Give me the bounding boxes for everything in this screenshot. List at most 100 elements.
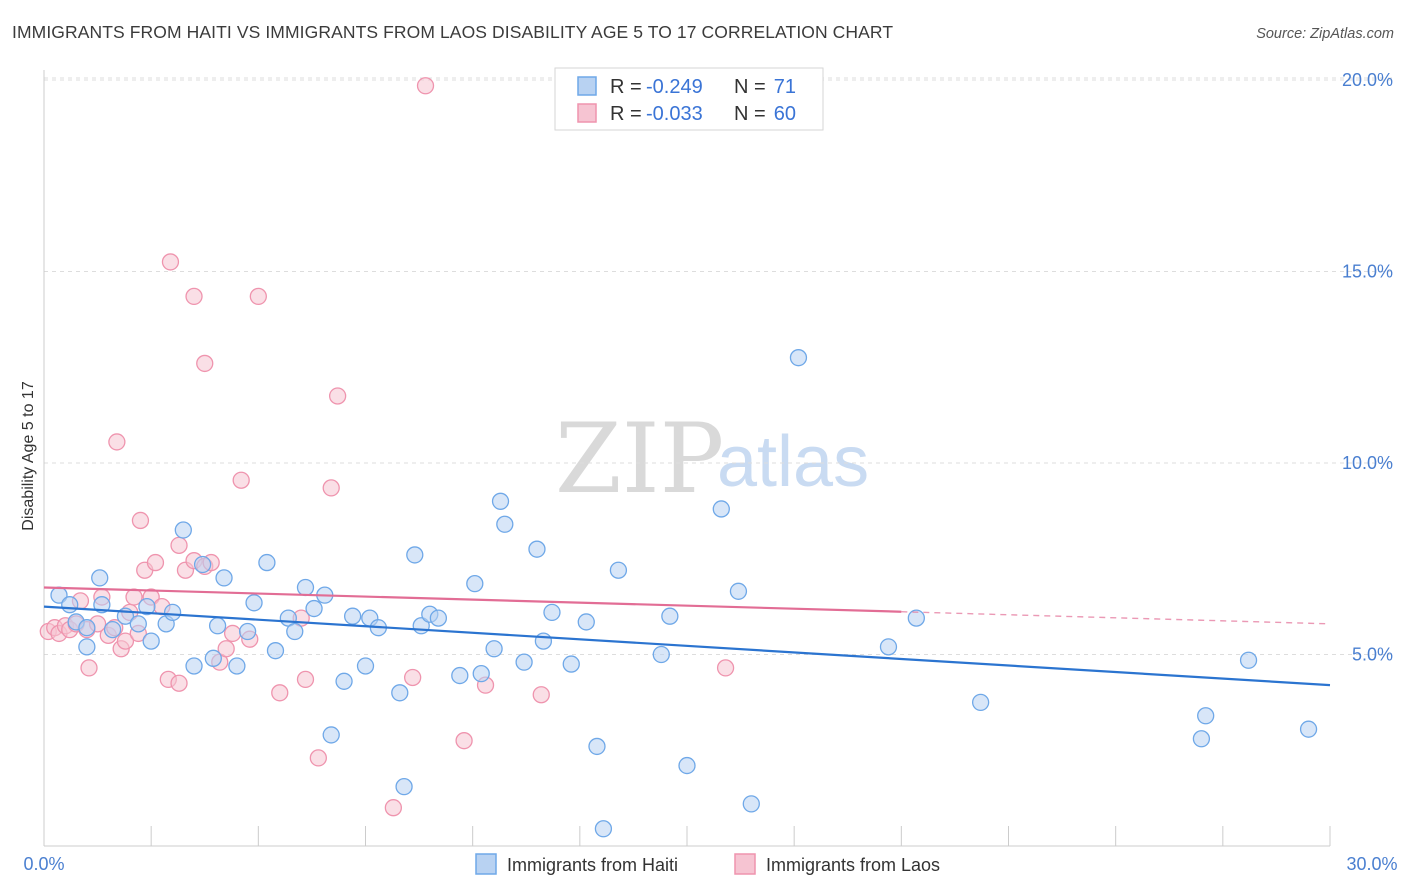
point-haiti-60: [713, 501, 729, 517]
point-haiti-37: [396, 779, 412, 795]
point-haiti-28: [306, 601, 322, 617]
point-haiti-30: [323, 727, 339, 743]
point-haiti-43: [467, 576, 483, 592]
point-haiti-9: [130, 616, 146, 632]
point-haiti-32: [345, 608, 361, 624]
point-laos-46: [385, 800, 401, 816]
point-haiti-64: [880, 639, 896, 655]
legend-swatch-haiti: [578, 77, 596, 95]
point-haiti-33: [358, 658, 374, 674]
point-haiti-50: [535, 633, 551, 649]
stats-legend: R = -0.249 N = 71 R = -0.033 N = 60: [555, 68, 823, 130]
point-laos-27: [171, 537, 187, 553]
y-axis-label: Disability Age 5 to 17: [20, 381, 37, 531]
point-haiti-59: [679, 758, 695, 774]
point-laos-26: [171, 675, 187, 691]
point-haiti-54: [589, 738, 605, 754]
point-laos-44: [323, 480, 339, 496]
legend-r-label-haiti: R =: [610, 76, 642, 98]
point-haiti-19: [216, 570, 232, 586]
bottom-legend-label-laos: Immigrants from Laos: [766, 855, 940, 875]
x-tick-label-min: 0.0%: [23, 854, 64, 874]
legend-n-value-laos: 60: [774, 103, 796, 125]
point-haiti-63: [790, 350, 806, 366]
point-haiti-5: [92, 570, 108, 586]
point-haiti-26: [287, 624, 303, 640]
point-haiti-27: [297, 579, 313, 595]
legend-swatch-laos: [578, 104, 596, 122]
point-laos-8: [81, 660, 97, 676]
bottom-legend-swatch-laos: [735, 854, 755, 874]
point-haiti-56: [610, 562, 626, 578]
point-haiti-55: [595, 821, 611, 837]
point-haiti-44: [473, 666, 489, 682]
point-laos-40: [272, 685, 288, 701]
legend-r-value-laos: -0.033: [646, 103, 703, 125]
series-legend: Immigrants from Haiti Immigrants from La…: [476, 854, 940, 875]
point-laos-31: [197, 355, 213, 371]
point-haiti-49: [529, 541, 545, 557]
point-haiti-53: [578, 614, 594, 630]
point-haiti-69: [1241, 652, 1257, 668]
point-haiti-17: [205, 650, 221, 666]
point-haiti-51: [544, 604, 560, 620]
legend-n-label-haiti: N =: [734, 76, 766, 98]
y-tick-labels: 5.0% 10.0% 15.0% 20.0%: [1342, 70, 1393, 665]
point-laos-43: [310, 750, 326, 766]
y-tick-label-15: 15.0%: [1342, 262, 1393, 282]
legend-r-value-haiti: -0.249: [646, 76, 703, 98]
point-laos-13: [109, 434, 125, 450]
point-laos-48: [418, 78, 434, 94]
correlation-chart: IMMIGRANTS FROM HAITI VS IMMIGRANTS FROM…: [0, 0, 1406, 892]
point-haiti-31: [336, 673, 352, 689]
point-haiti-4: [79, 620, 95, 636]
point-laos-25: [162, 254, 178, 270]
point-haiti-36: [392, 685, 408, 701]
watermark-atlas: atlas: [717, 422, 869, 502]
point-laos-49: [456, 733, 472, 749]
legend-n-label-laos: N =: [734, 103, 766, 125]
point-laos-39: [250, 288, 266, 304]
legend-r-label-laos: R =: [610, 103, 642, 125]
point-haiti-42: [452, 668, 468, 684]
point-laos-22: [147, 555, 163, 571]
gridlines: [44, 78, 1392, 655]
point-haiti-58: [662, 608, 678, 624]
point-haiti-22: [246, 595, 262, 611]
point-laos-36: [225, 625, 241, 641]
point-haiti-13: [165, 604, 181, 620]
point-haiti-46: [493, 493, 509, 509]
point-haiti-41: [430, 610, 446, 626]
chart-source: Source: ZipAtlas.com: [1256, 26, 1394, 42]
point-haiti-61: [730, 583, 746, 599]
point-laos-30: [186, 288, 202, 304]
x-ticks: [44, 826, 1330, 846]
legend-n-value-haiti: 71: [774, 76, 796, 98]
point-laos-37: [233, 472, 249, 488]
y-tick-label-20: 20.0%: [1342, 70, 1393, 90]
point-haiti-52: [563, 656, 579, 672]
point-laos-51: [533, 687, 549, 703]
point-haiti-24: [267, 643, 283, 659]
point-laos-45: [330, 388, 346, 404]
point-haiti-3: [79, 639, 95, 655]
point-laos-52: [718, 660, 734, 676]
point-laos-19: [132, 512, 148, 528]
point-haiti-7: [105, 622, 121, 638]
point-laos-42: [297, 671, 313, 687]
point-haiti-16: [195, 556, 211, 572]
point-laos-47: [405, 669, 421, 685]
point-haiti-14: [175, 522, 191, 538]
point-haiti-70: [1301, 721, 1317, 737]
watermark-zip: ZIP: [555, 403, 724, 515]
trend-line-laos-extension: [901, 612, 1330, 624]
point-haiti-62: [743, 796, 759, 812]
point-haiti-23: [259, 555, 275, 571]
point-haiti-15: [186, 658, 202, 674]
point-haiti-67: [1193, 731, 1209, 747]
point-haiti-20: [229, 658, 245, 674]
x-tick-label-max: 30.0%: [1346, 854, 1397, 874]
point-haiti-1: [62, 597, 78, 613]
point-haiti-66: [973, 694, 989, 710]
bottom-legend-swatch-haiti: [476, 854, 496, 874]
